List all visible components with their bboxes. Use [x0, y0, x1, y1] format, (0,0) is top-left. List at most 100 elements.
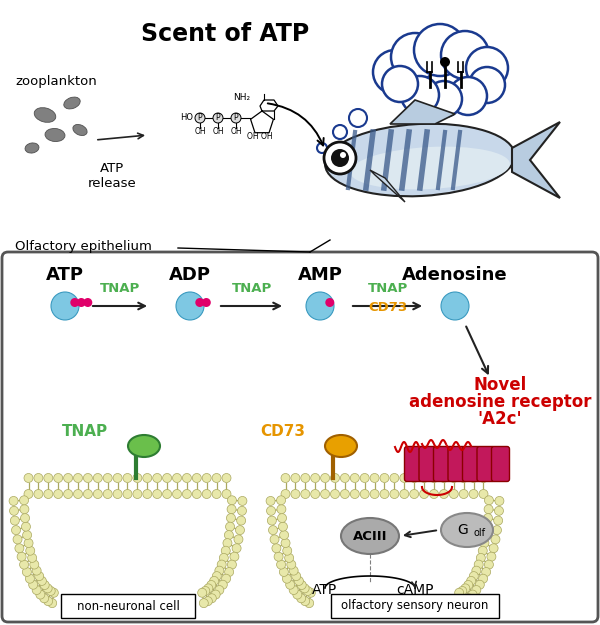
- Ellipse shape: [73, 124, 87, 136]
- Circle shape: [440, 57, 450, 67]
- Circle shape: [43, 584, 52, 593]
- Circle shape: [34, 489, 43, 499]
- Circle shape: [340, 474, 349, 482]
- Circle shape: [44, 597, 53, 606]
- Circle shape: [458, 586, 467, 596]
- Circle shape: [269, 526, 278, 534]
- Circle shape: [10, 506, 19, 516]
- Circle shape: [311, 474, 320, 482]
- Circle shape: [466, 47, 508, 89]
- Circle shape: [287, 560, 296, 569]
- Circle shape: [441, 31, 489, 79]
- Circle shape: [487, 552, 496, 561]
- Circle shape: [459, 474, 468, 482]
- Circle shape: [459, 489, 468, 499]
- Circle shape: [484, 514, 493, 522]
- Circle shape: [212, 572, 221, 581]
- Circle shape: [93, 474, 102, 482]
- Circle shape: [46, 586, 55, 596]
- Circle shape: [480, 539, 489, 548]
- Circle shape: [300, 584, 309, 593]
- Circle shape: [439, 474, 448, 482]
- Circle shape: [32, 586, 41, 594]
- Ellipse shape: [64, 97, 80, 109]
- Circle shape: [222, 474, 231, 482]
- Circle shape: [449, 77, 487, 115]
- Circle shape: [197, 588, 206, 598]
- Circle shape: [209, 576, 218, 586]
- Circle shape: [482, 522, 491, 531]
- Circle shape: [40, 594, 49, 602]
- Polygon shape: [370, 170, 405, 202]
- Circle shape: [217, 560, 226, 569]
- Ellipse shape: [128, 435, 160, 457]
- Text: ATP: ATP: [46, 266, 84, 284]
- Circle shape: [380, 489, 389, 499]
- Circle shape: [202, 489, 211, 499]
- Circle shape: [360, 474, 369, 482]
- Circle shape: [467, 576, 476, 586]
- Polygon shape: [390, 100, 455, 124]
- Circle shape: [278, 522, 287, 531]
- Circle shape: [482, 568, 491, 576]
- Circle shape: [320, 489, 329, 499]
- Circle shape: [221, 546, 230, 555]
- Circle shape: [40, 581, 49, 589]
- Circle shape: [196, 298, 204, 307]
- Text: CD73: CD73: [260, 424, 305, 439]
- Circle shape: [234, 535, 243, 544]
- Circle shape: [307, 588, 316, 598]
- Circle shape: [199, 599, 208, 608]
- Circle shape: [77, 298, 86, 307]
- Text: TNAP: TNAP: [100, 282, 140, 295]
- Circle shape: [441, 292, 469, 320]
- Circle shape: [83, 298, 92, 307]
- Ellipse shape: [341, 518, 399, 554]
- Circle shape: [360, 489, 369, 499]
- Circle shape: [232, 544, 241, 552]
- Ellipse shape: [441, 513, 493, 547]
- Circle shape: [301, 474, 310, 482]
- Circle shape: [226, 514, 235, 522]
- FancyBboxPatch shape: [2, 252, 598, 622]
- Text: ADP: ADP: [169, 266, 211, 284]
- Circle shape: [24, 489, 33, 499]
- Text: TNAP: TNAP: [367, 282, 407, 295]
- Circle shape: [113, 474, 122, 482]
- Circle shape: [449, 474, 458, 482]
- Circle shape: [222, 489, 231, 499]
- Circle shape: [29, 580, 38, 589]
- Circle shape: [472, 586, 481, 594]
- Circle shape: [460, 597, 469, 606]
- Circle shape: [297, 581, 306, 589]
- Text: G: G: [458, 523, 469, 537]
- Circle shape: [478, 546, 487, 555]
- Circle shape: [266, 496, 275, 506]
- Circle shape: [83, 474, 92, 482]
- Circle shape: [350, 489, 359, 499]
- Text: OH: OH: [230, 127, 242, 136]
- Circle shape: [370, 489, 379, 499]
- Circle shape: [280, 531, 289, 539]
- Circle shape: [493, 526, 502, 534]
- Circle shape: [47, 599, 56, 608]
- Circle shape: [494, 516, 503, 525]
- Circle shape: [469, 474, 478, 482]
- Circle shape: [20, 560, 29, 569]
- Circle shape: [400, 489, 409, 499]
- Circle shape: [291, 474, 300, 482]
- Text: adenosine receptor: adenosine receptor: [409, 393, 591, 411]
- FancyBboxPatch shape: [433, 446, 452, 481]
- Circle shape: [461, 584, 470, 593]
- Circle shape: [390, 489, 399, 499]
- Circle shape: [469, 489, 478, 499]
- Circle shape: [324, 142, 356, 174]
- Circle shape: [283, 574, 292, 583]
- Circle shape: [133, 489, 142, 499]
- Circle shape: [484, 505, 493, 514]
- Circle shape: [295, 576, 304, 586]
- Circle shape: [152, 474, 162, 482]
- Text: AMP: AMP: [298, 266, 343, 284]
- Circle shape: [202, 474, 211, 482]
- Circle shape: [350, 474, 359, 482]
